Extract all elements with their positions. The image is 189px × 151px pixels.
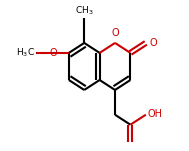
- Text: O: O: [149, 38, 157, 48]
- Text: OH: OH: [147, 109, 162, 119]
- Text: CH$_3$: CH$_3$: [75, 4, 94, 17]
- Text: O: O: [111, 28, 119, 38]
- Text: H$_3$C: H$_3$C: [16, 47, 35, 59]
- Text: O: O: [50, 48, 57, 58]
